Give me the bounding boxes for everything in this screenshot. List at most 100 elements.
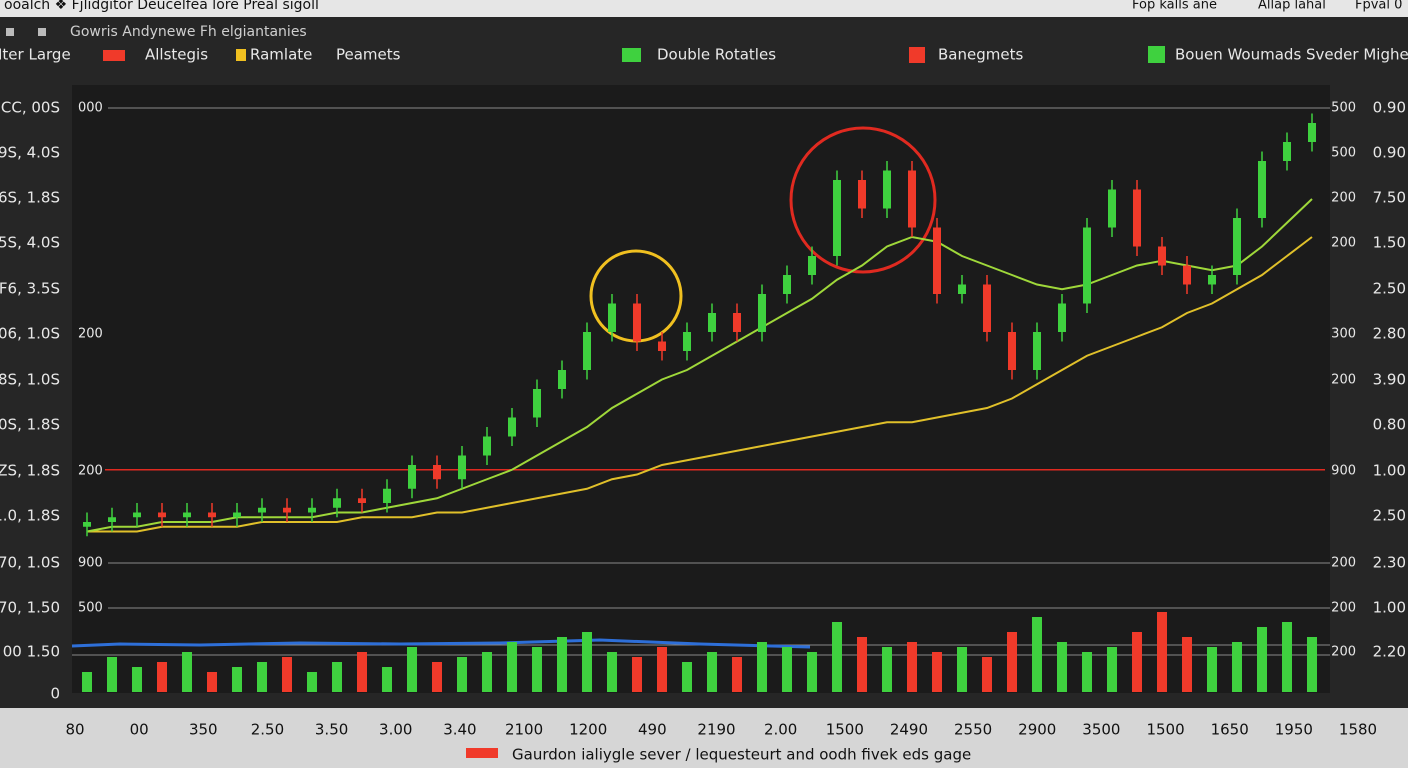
axis-label: 200 — [1331, 236, 1356, 251]
candle-body — [383, 488, 391, 503]
volume-bar — [1282, 622, 1292, 692]
axis-label: 5S, 4.0S — [0, 234, 60, 252]
volume-bar — [307, 672, 317, 692]
volume-bar — [607, 652, 617, 692]
menu-item[interactable]: Allap lahal — [1258, 0, 1326, 13]
legend-swatch — [103, 50, 125, 61]
candle-body — [158, 512, 166, 518]
legend-label: Bouen Woumads Sveder Mighel — [1175, 46, 1408, 64]
candle-body — [1158, 246, 1166, 266]
volume-bar — [1032, 617, 1042, 692]
volume-bar — [982, 657, 992, 692]
x-label: 2190 — [697, 721, 735, 739]
axis-label: 300 — [1331, 327, 1356, 342]
volume-bar — [1257, 627, 1267, 692]
volume-bar — [1207, 647, 1217, 692]
volume-bar — [1157, 612, 1167, 692]
axis-label: 900 — [1331, 464, 1356, 479]
x-label: 2900 — [1018, 721, 1056, 739]
candle-body — [508, 417, 516, 437]
volume-bar — [907, 642, 917, 692]
axis-label: 200 — [1331, 191, 1356, 206]
volume-bar — [532, 647, 542, 692]
x-label: 1950 — [1275, 721, 1313, 739]
axis-label: 200 — [1331, 601, 1356, 616]
x-label: 490 — [638, 721, 667, 739]
volume-bar — [382, 667, 392, 692]
candle-body — [1133, 189, 1141, 247]
volume-bar — [857, 637, 867, 692]
volume-bar — [207, 672, 217, 692]
legend-swatch — [1148, 46, 1165, 63]
candle-body — [108, 517, 116, 522]
blue-strip — [71, 638, 811, 649]
window-title: ooalch ❖ Fjlidgitor Deucelfea lore Preal… — [4, 0, 319, 13]
x-label: 2100 — [505, 721, 543, 739]
candle-body — [133, 512, 141, 518]
axis-label: 0.80 — [1373, 416, 1406, 434]
grid — [72, 107, 1330, 656]
volume-bar — [732, 657, 742, 692]
bottom-bar — [0, 708, 1408, 768]
volume-bar — [932, 652, 942, 692]
legend-label: Banegmets — [938, 46, 1023, 64]
volume-bar — [432, 662, 442, 692]
legend-label: Iter Large — [0, 46, 71, 64]
x-label: 2550 — [954, 721, 992, 739]
x-label: 2490 — [890, 721, 928, 739]
volume-bar — [1007, 632, 1017, 692]
candle-body — [1308, 123, 1316, 142]
candle-body — [808, 256, 816, 275]
candle-body — [858, 180, 866, 209]
x-label: 2.50 — [251, 721, 284, 739]
x-label: 00 — [130, 721, 149, 739]
x-label: 3.50 — [315, 721, 348, 739]
footer-swatch — [466, 748, 498, 758]
legend-swatch — [909, 47, 925, 63]
candle-body — [933, 227, 941, 294]
footer-text: Gaurdon ialiygle sever / lequesteurt and… — [512, 746, 971, 764]
x-label: 1500 — [826, 721, 864, 739]
x-label: 2.00 — [764, 721, 797, 739]
subtitle: Gowris Andynewe Fh elgiantanies — [70, 24, 307, 40]
annotation-circle — [789, 126, 937, 274]
x-label: 1500 — [1146, 721, 1184, 739]
legend-label: Allstegis — [145, 46, 208, 64]
moving-average — [87, 236, 1313, 533]
volume-bar — [407, 647, 417, 692]
axis-label: 2.50 — [1373, 507, 1406, 525]
volume-bar — [557, 637, 567, 692]
volume-bar — [1232, 642, 1242, 692]
volume-bar — [682, 662, 692, 692]
axis-label: 1.0, 1.8S — [0, 507, 60, 525]
volume-bar — [132, 667, 142, 692]
volume-bar — [582, 632, 592, 692]
candle-body — [633, 303, 641, 342]
volume-bar — [257, 662, 267, 692]
axis-label: 200 — [78, 327, 103, 342]
axis-label: 900 — [78, 556, 103, 571]
candle-body — [1058, 303, 1066, 332]
candle-body — [533, 389, 541, 418]
axis-label: 0 — [50, 685, 60, 703]
volume-bar — [82, 672, 92, 692]
axis-label: 7.50 — [1373, 189, 1406, 207]
axis-label: 200 — [1331, 645, 1356, 660]
menu-item[interactable]: Fpval 0 — [1355, 0, 1402, 13]
axis-label: 1.50 — [1373, 234, 1406, 252]
menu-item[interactable]: Fop kalls ane — [1132, 0, 1217, 13]
axis-label: 6S, 1.8S — [0, 189, 60, 207]
volume-bar — [657, 647, 667, 692]
candle-body — [333, 498, 341, 508]
candle-body — [833, 180, 841, 256]
icon — [38, 28, 46, 36]
volume-bar — [707, 652, 717, 692]
axis-label: 70, 1.0S — [0, 554, 60, 572]
candle-body — [183, 512, 191, 518]
axis-label: 2.20 — [1373, 643, 1406, 661]
axis-label: 3.90 — [1373, 371, 1406, 389]
axis-label: 9S, 4.0S — [0, 144, 60, 162]
axis-label: 1.00 — [1373, 462, 1406, 480]
